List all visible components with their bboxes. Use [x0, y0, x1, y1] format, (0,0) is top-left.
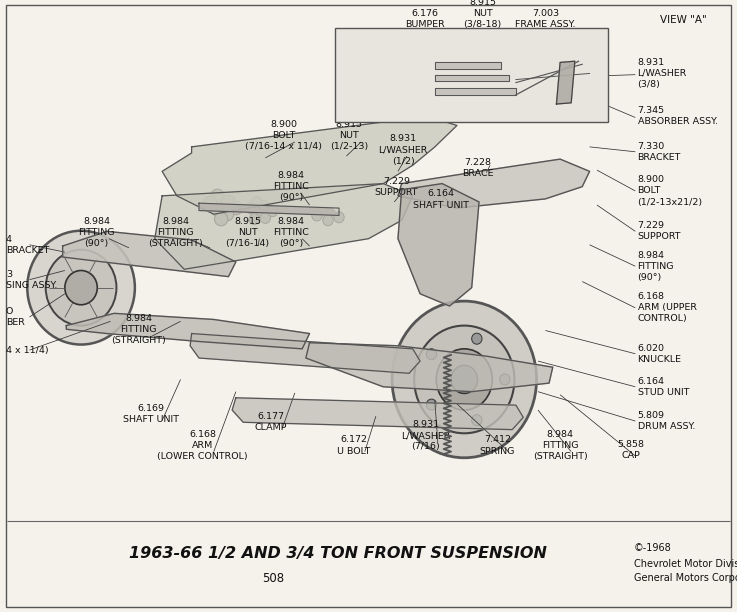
Text: 7.229
SUPPORT: 7.229 SUPPORT [638, 222, 681, 241]
Text: 8.915
NUT
(3/8-18): 8.915 NUT (3/8-18) [464, 0, 502, 29]
Ellipse shape [500, 374, 510, 385]
Text: 8.915
NUT
(1/2-13): 8.915 NUT (1/2-13) [330, 121, 368, 151]
Text: 7.228
BRACE: 7.228 BRACE [462, 158, 493, 177]
Ellipse shape [392, 301, 537, 458]
Polygon shape [199, 203, 339, 215]
Ellipse shape [472, 415, 482, 426]
Ellipse shape [260, 212, 270, 223]
Text: 6.169
SHAFT UNIT: 6.169 SHAFT UNIT [123, 405, 179, 424]
Text: 1963-66 1/2 AND 3/4 TON FRONT SUSPENSION: 1963-66 1/2 AND 3/4 TON FRONT SUSPENSION [129, 547, 547, 561]
Text: 8.984
FITTINC
(90°): 8.984 FITTINC (90°) [273, 171, 309, 202]
Text: 8.984
FITTING
(90°): 8.984 FITTING (90°) [638, 251, 674, 282]
Ellipse shape [65, 271, 97, 305]
Text: 6.020
KNUCKLE: 6.020 KNUCKLE [638, 344, 682, 364]
Polygon shape [398, 184, 479, 306]
Text: 6.176
BUMPER: 6.176 BUMPER [405, 9, 444, 29]
Text: 8.984
FITTING
(STRAIGHT): 8.984 FITTING (STRAIGHT) [533, 430, 587, 461]
Ellipse shape [27, 231, 135, 345]
Ellipse shape [220, 207, 234, 221]
Ellipse shape [249, 214, 259, 225]
Text: 8.931
L/WASHER
(1/2): 8.931 L/WASHER (1/2) [379, 135, 427, 165]
Text: 8.900
BOLT
(7/16-14 x 11/4): 8.900 BOLT (7/16-14 x 11/4) [245, 121, 322, 151]
Polygon shape [162, 116, 457, 214]
Ellipse shape [414, 326, 514, 433]
Text: General Motors Corporation: General Motors Corporation [634, 573, 737, 583]
Text: 6.168
ARM (UPPER
CONTROL): 6.168 ARM (UPPER CONTROL) [638, 293, 696, 323]
Polygon shape [435, 75, 509, 81]
Ellipse shape [256, 207, 267, 218]
Text: ©-1968: ©-1968 [634, 543, 671, 553]
Ellipse shape [214, 212, 228, 226]
Text: 3
SING ASSY.: 3 SING ASSY. [6, 270, 57, 289]
Ellipse shape [268, 206, 278, 217]
Ellipse shape [323, 215, 333, 226]
Polygon shape [155, 184, 413, 269]
Text: 8.984
FITTING
(STRAIGHT): 8.984 FITTING (STRAIGHT) [111, 314, 166, 345]
Ellipse shape [222, 195, 235, 209]
Text: 6.164
STUD UNIT: 6.164 STUD UNIT [638, 377, 689, 397]
Polygon shape [190, 334, 420, 373]
Text: 8.931
L/WASHER
(7/16): 8.931 L/WASHER (7/16) [402, 420, 450, 451]
Ellipse shape [427, 349, 437, 360]
Polygon shape [556, 61, 575, 104]
Polygon shape [232, 398, 523, 430]
Ellipse shape [427, 399, 437, 410]
Text: 508: 508 [262, 572, 284, 585]
Polygon shape [398, 159, 590, 208]
Text: 8.984
FITTINC
(90°): 8.984 FITTINC (90°) [273, 217, 309, 248]
Text: 8.984
FITTING
(90°): 8.984 FITTING (90°) [78, 217, 115, 248]
Polygon shape [66, 313, 310, 349]
Ellipse shape [245, 203, 256, 214]
Polygon shape [435, 88, 516, 95]
Polygon shape [63, 231, 236, 277]
Text: 6.172
U BOLT: 6.172 U BOLT [337, 436, 371, 455]
Ellipse shape [372, 59, 409, 98]
Text: 5.858
CAP: 5.858 CAP [618, 440, 644, 460]
Text: 6.168
ARM
(LOWER CONTROL): 6.168 ARM (LOWER CONTROL) [158, 430, 248, 461]
Ellipse shape [203, 196, 217, 210]
Text: 7.412
SPRING: 7.412 SPRING [480, 436, 515, 455]
Text: VIEW "A": VIEW "A" [660, 15, 706, 24]
Text: O
BER: O BER [6, 307, 25, 327]
Text: 6.177
CLAMP: 6.177 CLAMP [255, 412, 287, 432]
Text: 7.345
ABSORBER ASSY.: 7.345 ABSORBER ASSY. [638, 106, 718, 126]
Ellipse shape [251, 196, 262, 207]
Text: 7.330
BRACKET: 7.330 BRACKET [638, 142, 681, 162]
Text: 4 x 11/4): 4 x 11/4) [6, 346, 49, 354]
Ellipse shape [46, 250, 116, 326]
Polygon shape [306, 343, 553, 392]
Ellipse shape [229, 201, 242, 215]
Ellipse shape [259, 200, 269, 211]
Text: 7.229
SUPPORT: 7.229 SUPPORT [374, 177, 419, 196]
Bar [335, 28, 608, 122]
Text: 7.003
FRAME ASSY.: 7.003 FRAME ASSY. [515, 9, 576, 29]
Ellipse shape [211, 203, 224, 216]
Text: 5.809
DRUM ASSY.: 5.809 DRUM ASSY. [638, 411, 695, 431]
Text: 8.984
FITTING
(STRAIGHT): 8.984 FITTING (STRAIGHT) [148, 217, 203, 248]
Ellipse shape [312, 210, 322, 221]
Ellipse shape [361, 47, 420, 110]
Polygon shape [435, 62, 501, 69]
Text: 8.900
BOLT
(1/2-13x21/2): 8.900 BOLT (1/2-13x21/2) [638, 176, 702, 206]
Text: 8.931
L/WASHER
(3/8): 8.931 L/WASHER (3/8) [638, 58, 687, 89]
Ellipse shape [472, 333, 482, 344]
Text: 8.915
NUT
(7/16-14): 8.915 NUT (7/16-14) [226, 217, 270, 248]
Ellipse shape [334, 212, 344, 223]
Text: Chevrolet Motor Division: Chevrolet Motor Division [634, 559, 737, 569]
Ellipse shape [211, 189, 224, 203]
Text: 6.164
SHAFT UNIT: 6.164 SHAFT UNIT [413, 190, 469, 209]
Ellipse shape [436, 349, 492, 410]
Text: 4
BRACKET: 4 BRACKET [6, 235, 49, 255]
Ellipse shape [451, 365, 478, 394]
